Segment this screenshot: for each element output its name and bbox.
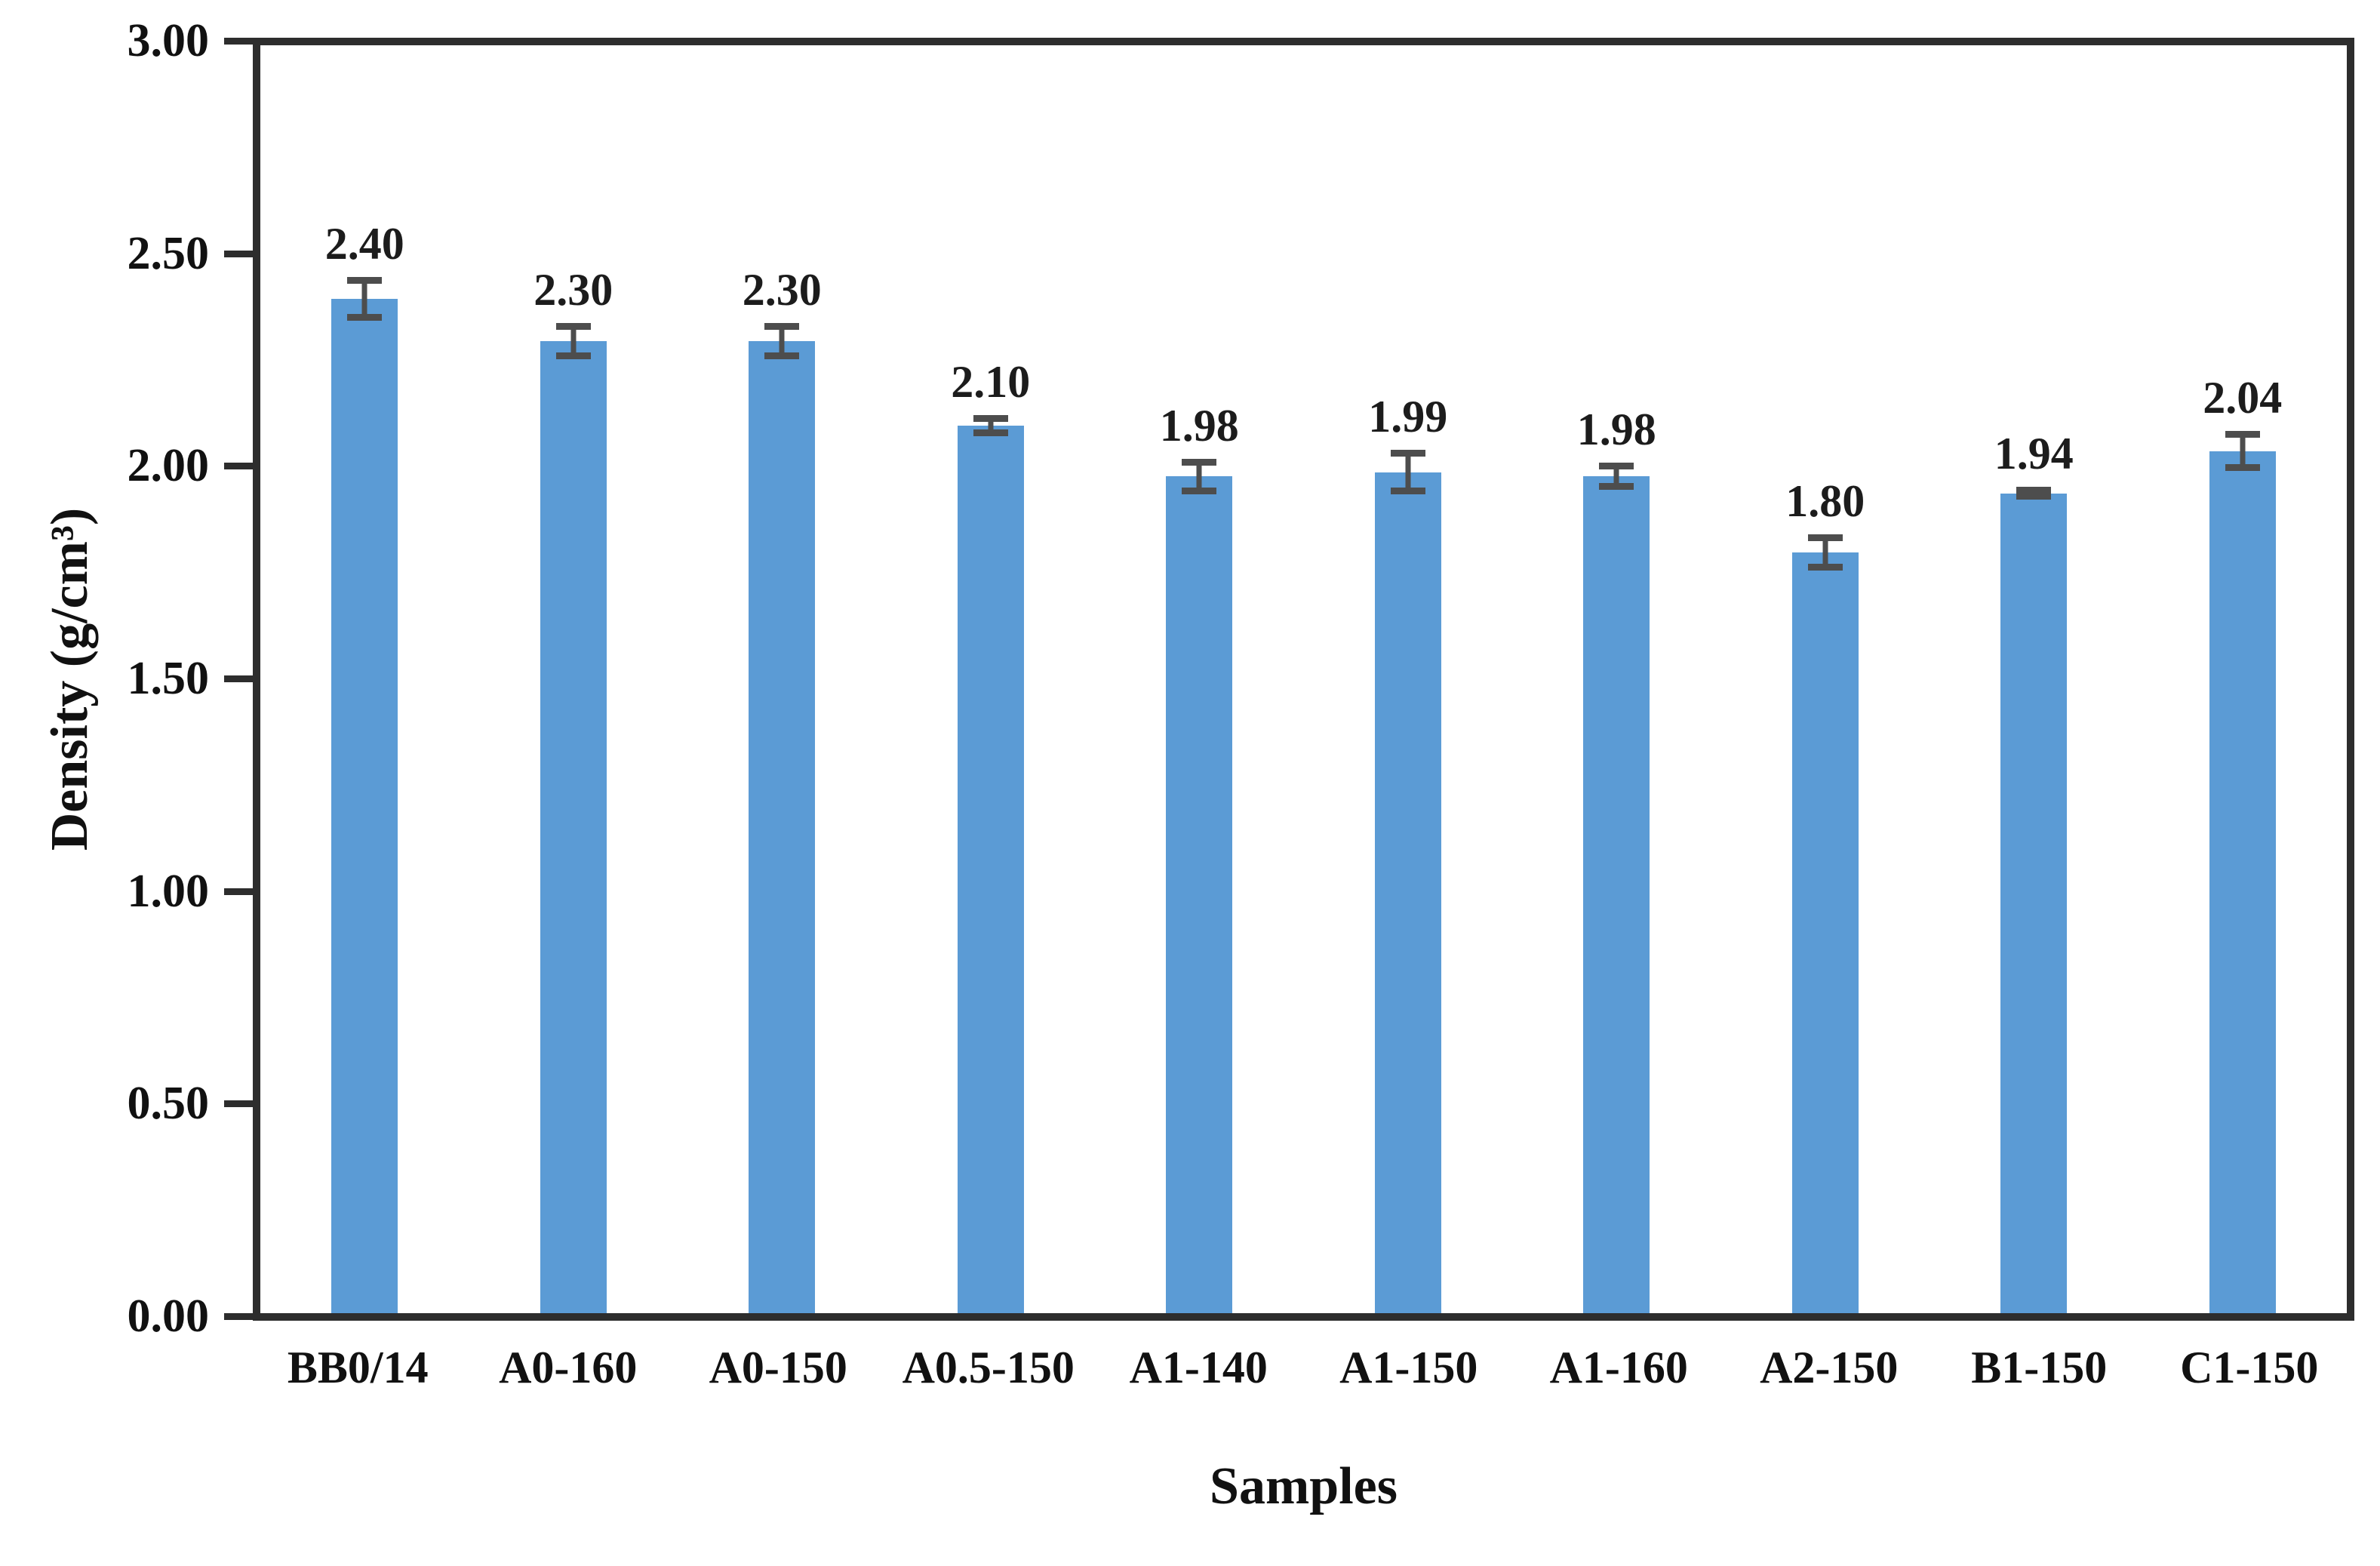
error-bar-stem <box>361 279 367 318</box>
y-axis-tick-label: 0.00 <box>127 1291 210 1342</box>
bar <box>331 299 398 1313</box>
error-bar-cap-top <box>347 276 383 284</box>
error-bar-stem <box>1613 466 1619 488</box>
value-label: 1.98 <box>1159 400 1239 451</box>
bar <box>540 341 607 1313</box>
y-axis-tick-label: 3.00 <box>127 15 210 66</box>
value-label: 2.30 <box>534 265 613 315</box>
error-bar-stem <box>570 326 577 356</box>
y-axis-tick-label: 0.50 <box>127 1078 210 1130</box>
value-label: 1.94 <box>1994 429 2074 479</box>
bar <box>1166 476 1233 1313</box>
error-bar <box>555 323 591 359</box>
category-label: A0-160 <box>499 1343 638 1392</box>
y-axis-tick <box>224 250 254 257</box>
category-label: A0.5-150 <box>902 1343 1075 1392</box>
error-bar-cap-top <box>1599 463 1634 470</box>
y-axis-tick <box>224 1100 254 1108</box>
error-bar-cap-top <box>2016 487 2052 494</box>
category-label: A1-150 <box>1339 1343 1478 1392</box>
y-axis-tick <box>224 675 254 682</box>
plot-area: 2.40 2.30 2.30 2.10 1.98 1.99 1.98 1.80 1.94 2.04 <box>253 38 2354 1321</box>
category-label: BB0/14 <box>287 1343 429 1392</box>
bar <box>957 426 1024 1313</box>
error-bar-stem <box>2240 434 2246 469</box>
error-bar-stem <box>988 417 994 434</box>
bar <box>1791 552 1859 1313</box>
error-bar-cap-bottom <box>347 314 383 322</box>
error-bar-cap-top <box>555 323 591 331</box>
error-bar-cap-top <box>2225 431 2260 438</box>
y-axis-tick-label: 1.00 <box>127 865 210 917</box>
category-label: A0-150 <box>709 1343 847 1392</box>
value-label: 1.98 <box>1576 405 1656 455</box>
value-label: 2.04 <box>2203 373 2283 423</box>
error-bar-cap-bottom <box>2016 493 2052 500</box>
bar-slot: 1.94 <box>1930 45 2139 1313</box>
error-bar-cap-top <box>764 323 800 331</box>
category-label: B1-150 <box>1971 1343 2108 1392</box>
error-bar-stem <box>1405 453 1411 491</box>
error-bar-cap-bottom <box>1599 483 1634 491</box>
y-axis-tick <box>224 463 254 470</box>
error-bar <box>1807 534 1843 571</box>
error-bar-stem <box>1196 461 1202 491</box>
bar <box>749 341 816 1313</box>
bar <box>2000 493 2068 1313</box>
error-bar-cap-top <box>973 414 1008 422</box>
error-bar-cap-top <box>1182 458 1217 466</box>
bar-slot: 1.98 <box>1095 45 1304 1313</box>
y-axis-tick <box>224 38 254 45</box>
error-bar-cap-bottom <box>1807 563 1843 571</box>
value-label: 2.30 <box>742 265 822 315</box>
error-bar-cap-top <box>1390 450 1425 457</box>
y-axis-tick <box>224 888 254 895</box>
error-bar <box>1182 458 1217 494</box>
error-bar-cap-bottom <box>973 429 1008 437</box>
y-axis-tick-label: 2.00 <box>127 440 210 492</box>
bar-slot: 1.99 <box>1304 45 1513 1313</box>
bar-slot: 2.30 <box>678 45 887 1313</box>
bar-slot: 1.80 <box>1721 45 1930 1313</box>
category-label: C1-150 <box>2180 1343 2319 1392</box>
error-bar <box>1599 463 1634 491</box>
value-label: 2.40 <box>324 218 404 269</box>
error-bar-stem <box>779 326 785 356</box>
bar-slot: 2.30 <box>469 45 678 1313</box>
error-bar-stem <box>1822 537 1828 568</box>
error-bar <box>2016 487 2052 500</box>
bars-container: 2.40 2.30 2.30 2.10 1.98 1.99 1.98 1.80 1.94 2.04 <box>260 45 2347 1313</box>
value-label: 2.10 <box>951 356 1031 407</box>
error-bar-cap-top <box>1807 534 1843 542</box>
bar <box>1583 476 1650 1313</box>
error-bar-cap-bottom <box>2225 464 2260 472</box>
category-label: A1-160 <box>1549 1343 1688 1392</box>
value-label: 1.99 <box>1368 392 1448 442</box>
bar-slot: 2.04 <box>2139 45 2348 1313</box>
error-bar-cap-bottom <box>555 352 591 359</box>
value-label: 1.80 <box>1785 476 1865 527</box>
error-bar <box>1390 450 1425 494</box>
category-label: A2-150 <box>1760 1343 1899 1392</box>
error-bar <box>2225 431 2260 472</box>
error-bar-cap-bottom <box>764 352 800 359</box>
error-bar <box>764 323 800 359</box>
x-axis-title: Samples <box>1210 1457 1398 1515</box>
error-bar <box>347 276 383 322</box>
bar-slot: 1.98 <box>1512 45 1721 1313</box>
bar-slot: 2.40 <box>260 45 469 1313</box>
category-label: A1-140 <box>1129 1343 1268 1392</box>
bar-slot: 2.10 <box>887 45 1096 1313</box>
y-axis-tick <box>224 1313 254 1320</box>
error-bar <box>973 414 1008 437</box>
y-axis-tick-label: 2.50 <box>127 227 210 279</box>
error-bar-cap-bottom <box>1182 487 1217 494</box>
x-axis-category-labels: BB0/14 A0-160 A0-150 A0.5-150 A1-140 A1-150 A1… <box>253 1345 2354 1390</box>
bar <box>2209 451 2276 1313</box>
error-bar-cap-bottom <box>1390 487 1425 494</box>
y-axis-tick-label: 1.50 <box>127 653 210 704</box>
bar <box>1374 472 1441 1313</box>
